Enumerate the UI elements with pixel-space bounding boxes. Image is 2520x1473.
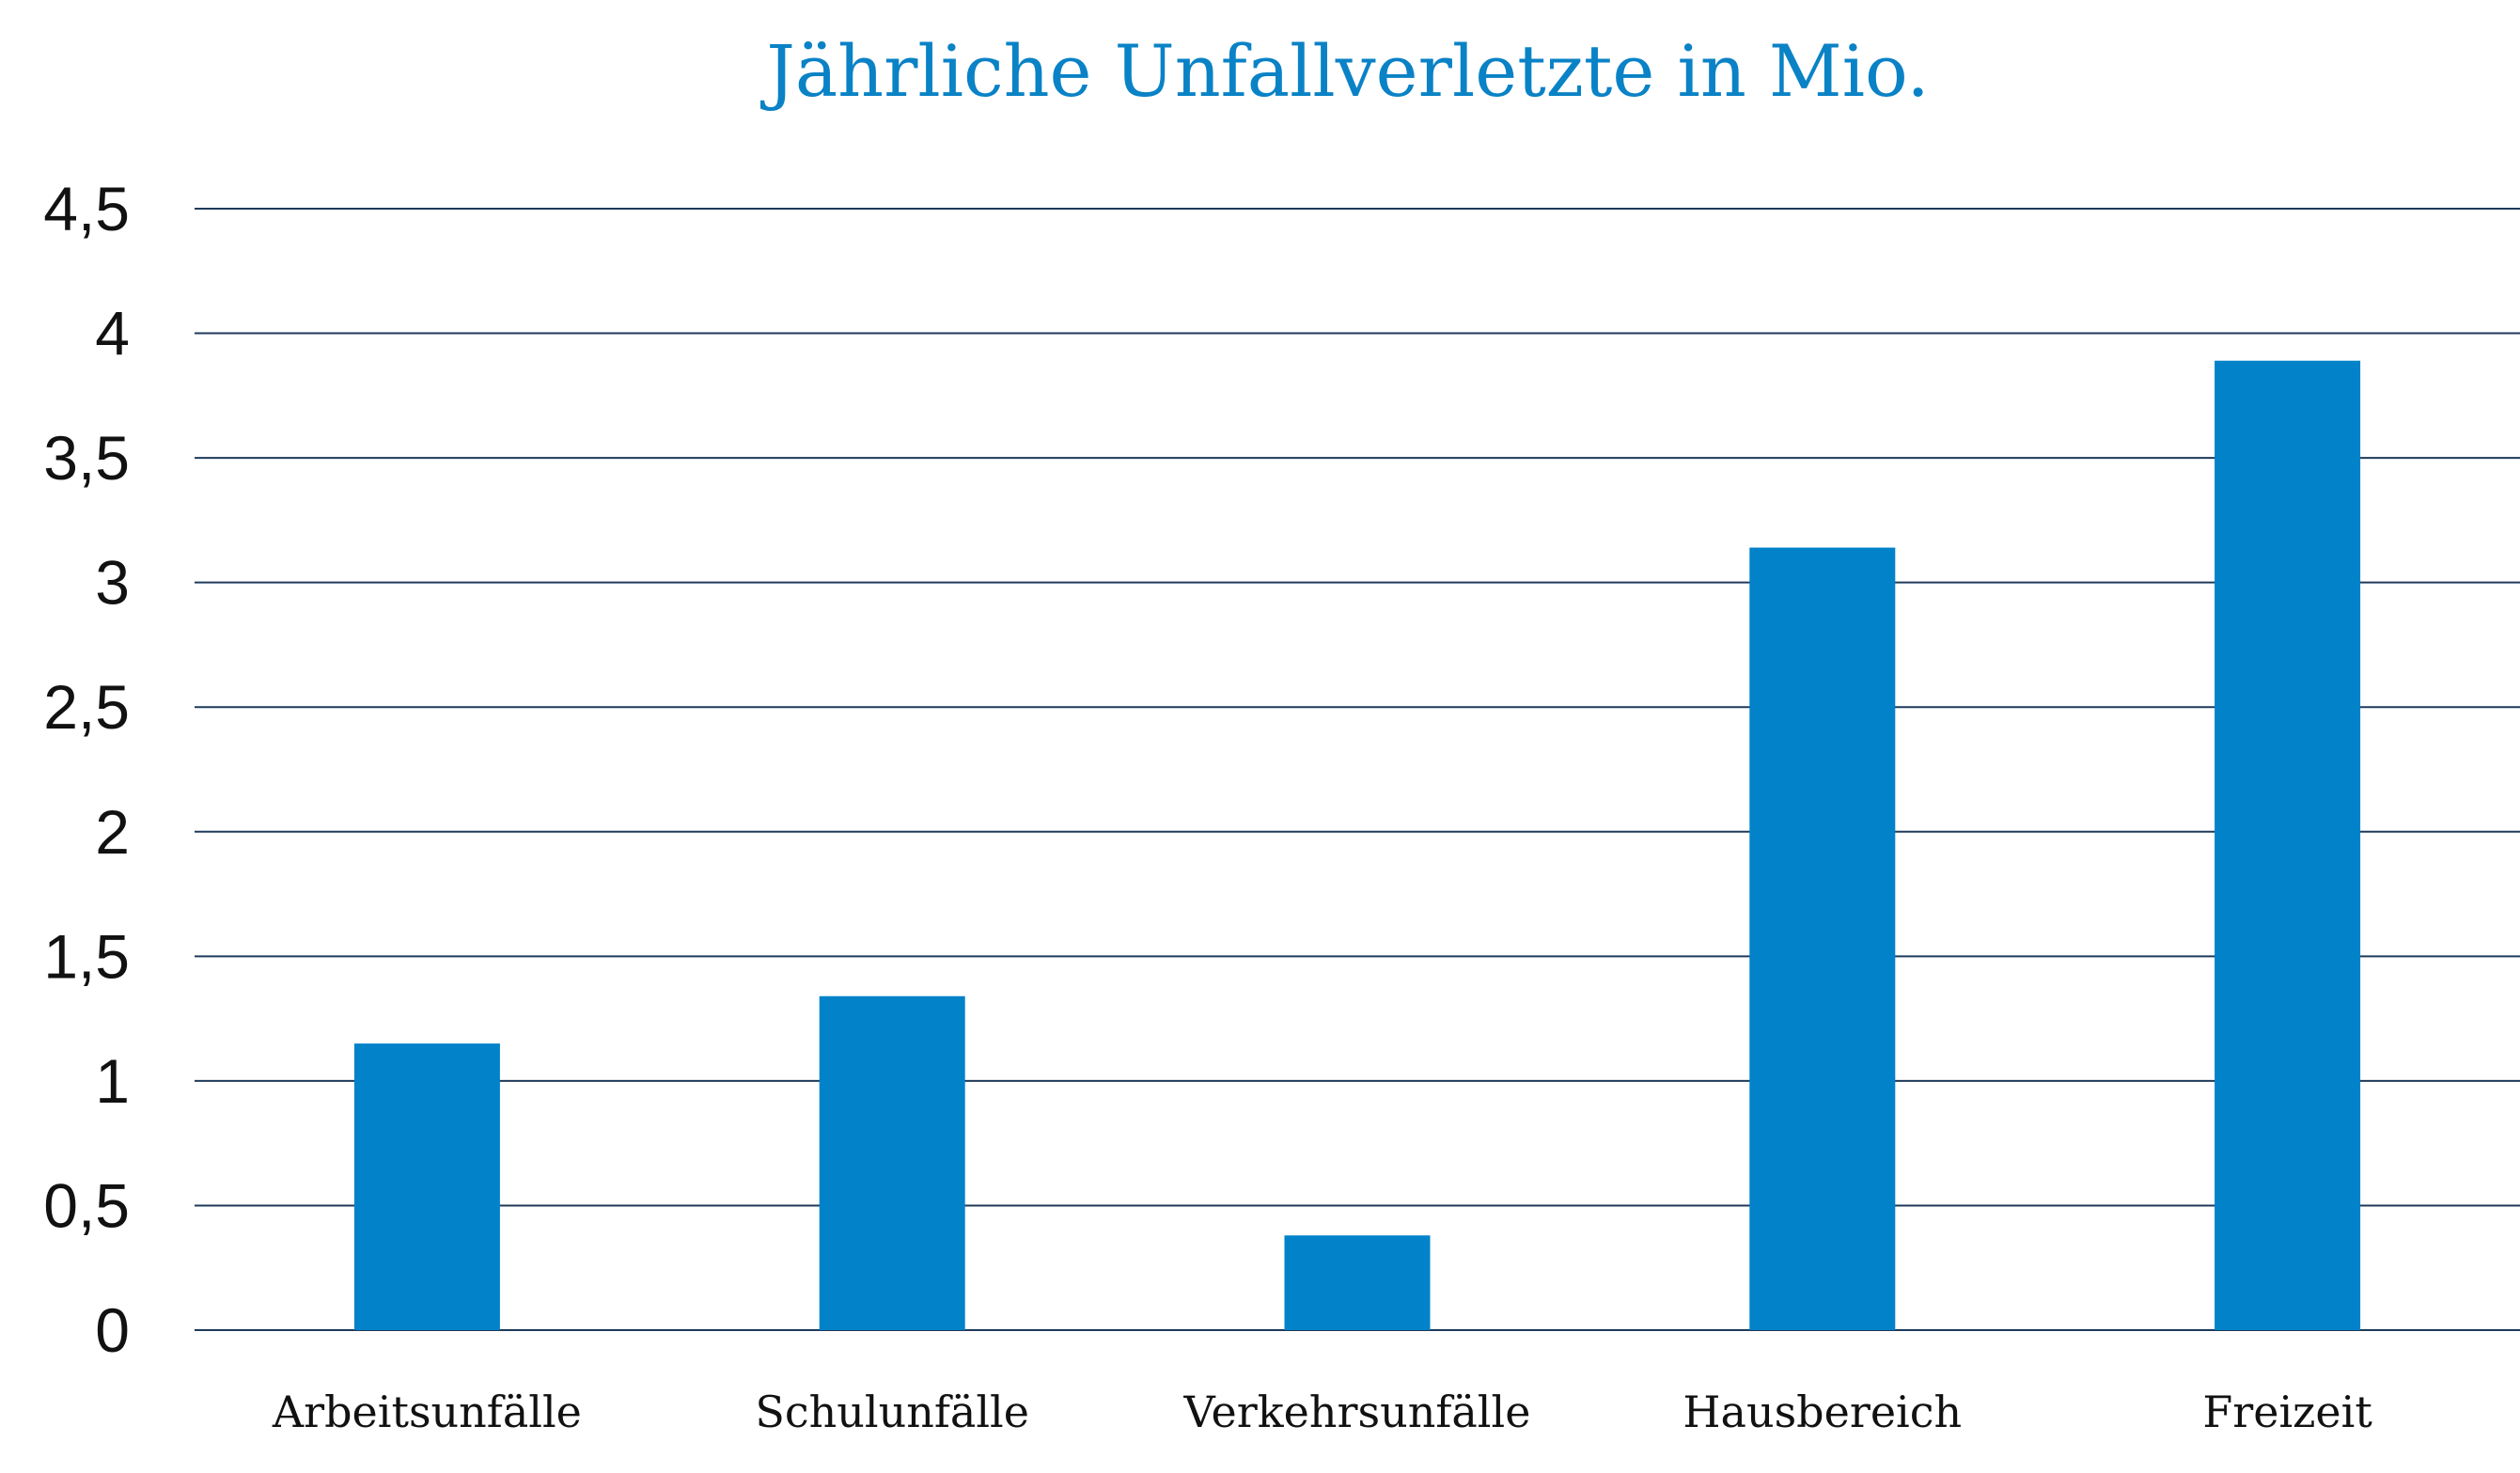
y-tick-label: 2,5 [43,672,130,742]
y-tick-label: 0 [95,1295,130,1365]
y-tick-label: 1 [95,1046,130,1116]
x-category-label: Hausbereich [1683,1387,1962,1437]
y-tick-label: 0,5 [43,1170,130,1240]
y-tick-label: 3,5 [43,423,130,493]
bar-1 [353,1043,500,1330]
bars [353,360,2361,1330]
bar-2 [819,995,965,1330]
bar-4 [1749,547,1896,1330]
y-tick-label: 3 [95,548,130,618]
x-category-label: Verkehrsunfälle [1183,1387,1531,1437]
y-tick-label: 4 [95,299,130,368]
bar-3 [1284,1235,1431,1330]
x-axis-category-labels: Arbeitsunfälle Schulunfälle Verkehrsunfäll… [272,1387,2372,1437]
chart-title: Jährliche Unfallverletzte in Mio. [759,29,1929,113]
x-category-label: Schulunfälle [755,1387,1029,1437]
y-tick-label: 1,5 [43,921,130,991]
y-tick-label: 4,5 [43,174,130,243]
y-tick-label: 2 [95,797,130,867]
gridlines [195,208,2520,1331]
y-axis-tick-labels: 0 0,5 1 1,5 2 2,5 3 3,5 4 4,5 [43,174,130,1365]
x-category-label: Arbeitsunfälle [272,1387,582,1437]
bar-5 [2215,360,2361,1330]
x-category-label: Freizeit [2202,1387,2372,1437]
